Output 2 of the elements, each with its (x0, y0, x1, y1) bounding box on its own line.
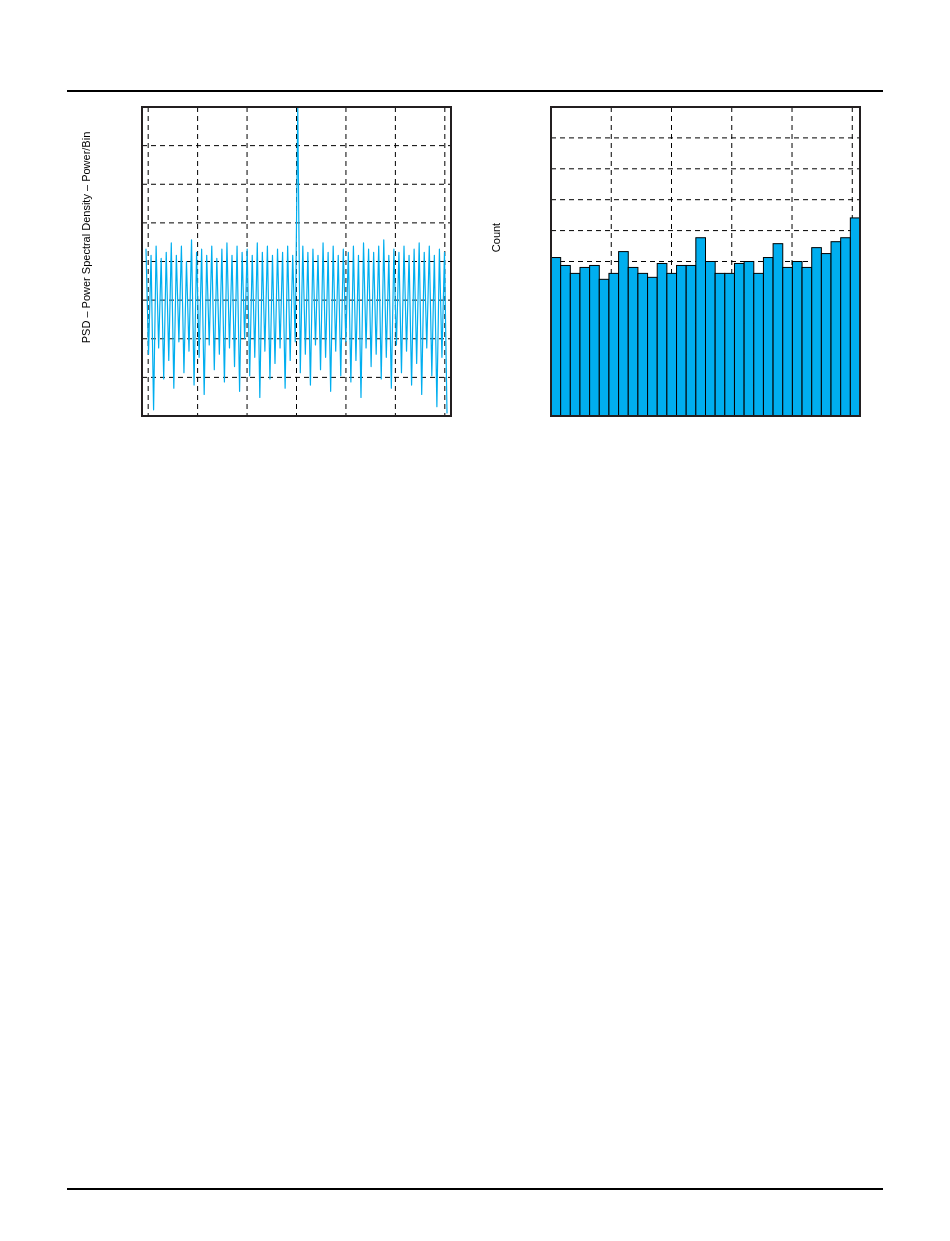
y-axis-title: Count (490, 222, 502, 253)
y-axis-title: PSD – Power Spectral Density – Power/Bin (80, 131, 92, 344)
